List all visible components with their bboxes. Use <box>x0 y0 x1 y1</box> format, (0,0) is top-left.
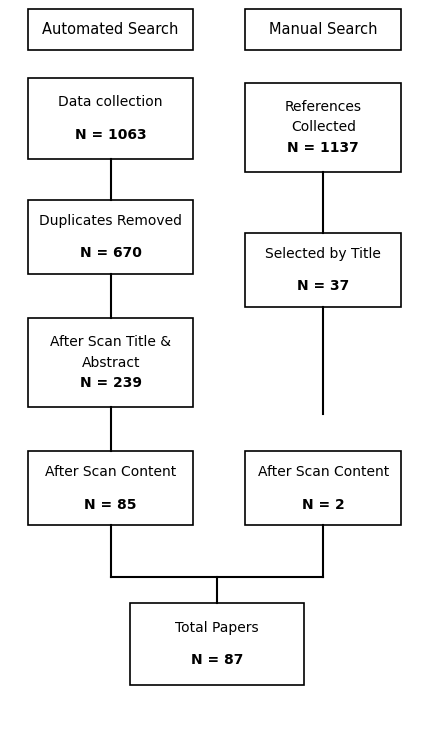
Text: N = 87: N = 87 <box>191 653 243 667</box>
FancyBboxPatch shape <box>245 451 401 525</box>
FancyBboxPatch shape <box>245 9 401 50</box>
Text: Total Papers: Total Papers <box>175 621 259 634</box>
Text: After Scan Title &: After Scan Title & <box>50 335 171 349</box>
FancyBboxPatch shape <box>245 233 401 307</box>
FancyBboxPatch shape <box>28 78 193 159</box>
Text: Data collection: Data collection <box>59 95 163 109</box>
Text: Selected by Title: Selected by Title <box>266 247 381 260</box>
Text: Automated Search: Automated Search <box>43 22 179 37</box>
Text: N = 1063: N = 1063 <box>75 128 147 141</box>
FancyBboxPatch shape <box>130 603 304 684</box>
Text: Duplicates Removed: Duplicates Removed <box>39 214 182 227</box>
Text: N = 1137: N = 1137 <box>287 141 359 155</box>
FancyBboxPatch shape <box>28 318 193 407</box>
Text: N = 2: N = 2 <box>302 498 345 511</box>
Text: Manual Search: Manual Search <box>269 22 378 37</box>
Text: After Scan Content: After Scan Content <box>258 465 389 479</box>
Text: N = 37: N = 37 <box>297 280 349 293</box>
FancyBboxPatch shape <box>28 9 193 50</box>
Text: References: References <box>285 100 362 113</box>
FancyBboxPatch shape <box>28 451 193 525</box>
FancyBboxPatch shape <box>28 200 193 274</box>
Text: N = 670: N = 670 <box>80 246 141 260</box>
Text: After Scan Content: After Scan Content <box>45 465 176 479</box>
Text: Abstract: Abstract <box>82 356 140 369</box>
FancyBboxPatch shape <box>245 83 401 172</box>
Text: Collected: Collected <box>291 121 356 134</box>
Text: N = 85: N = 85 <box>85 498 137 511</box>
Text: N = 239: N = 239 <box>80 377 141 390</box>
